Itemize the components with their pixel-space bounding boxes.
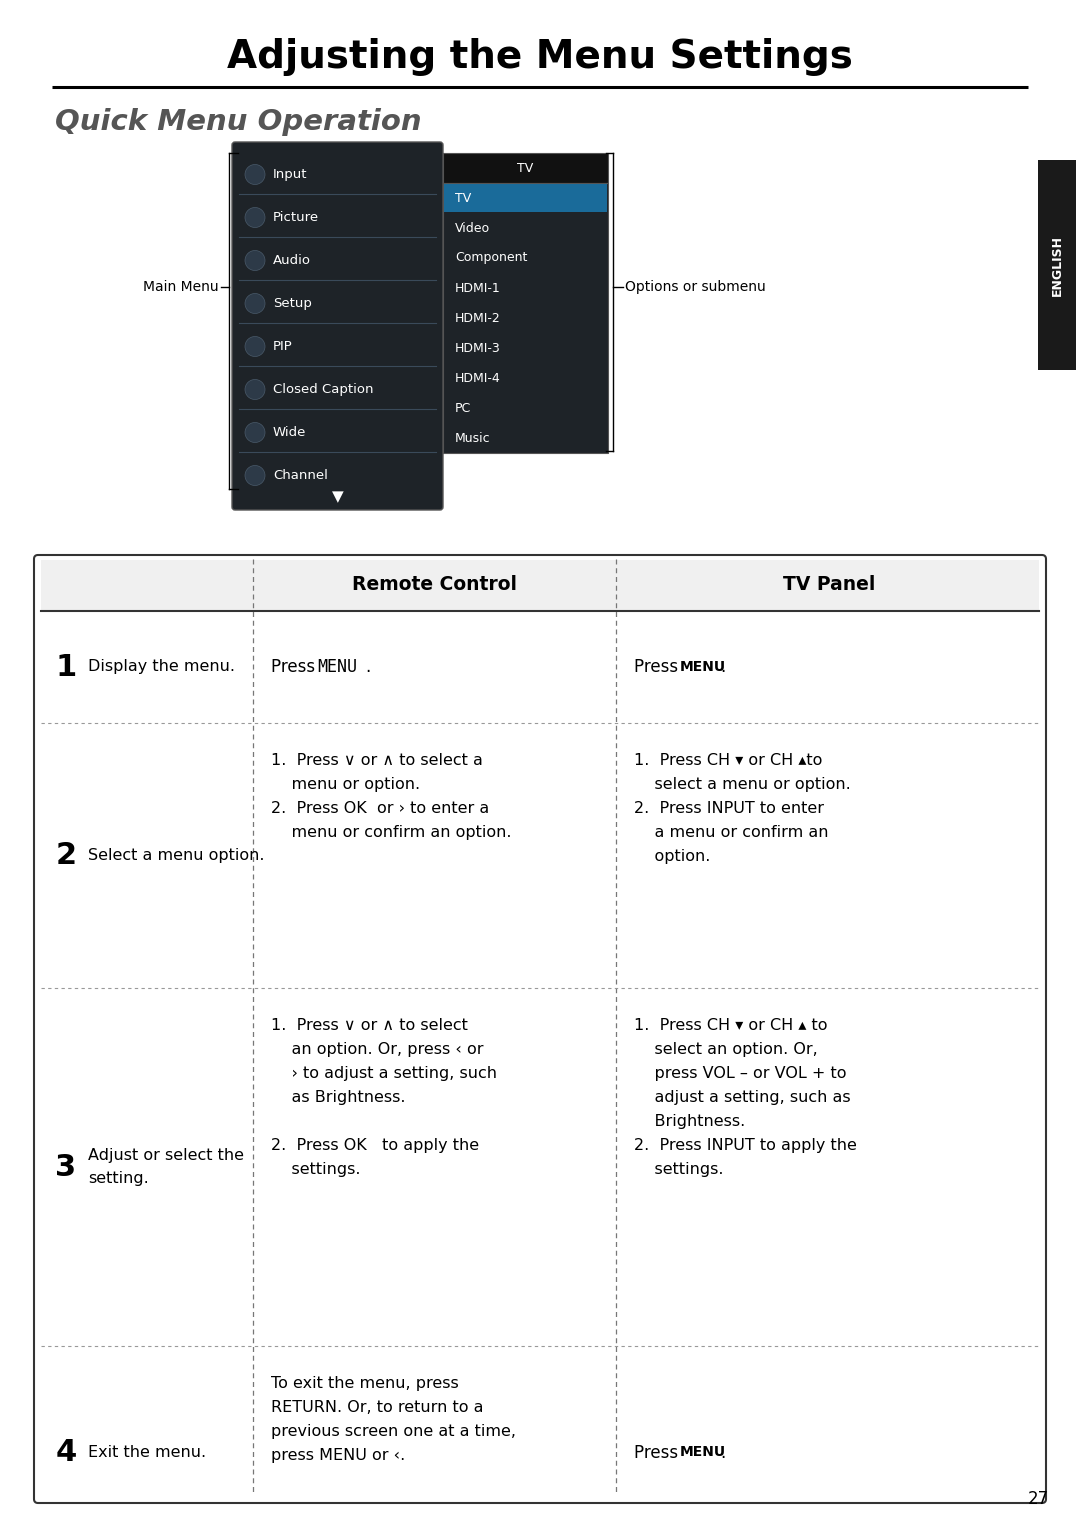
Bar — [444, 183, 607, 212]
Text: Select a menu option.: Select a menu option. — [87, 847, 265, 863]
Text: 1: 1 — [55, 652, 77, 681]
Text: Video: Video — [455, 221, 490, 235]
Circle shape — [245, 250, 265, 270]
Circle shape — [245, 423, 265, 443]
Bar — [1038, 160, 1076, 370]
Text: Input: Input — [273, 168, 308, 182]
Text: 3: 3 — [55, 1153, 77, 1182]
Bar — [443, 183, 608, 454]
FancyBboxPatch shape — [232, 142, 443, 510]
Text: 4: 4 — [55, 1438, 77, 1467]
Text: Quick Menu Operation: Quick Menu Operation — [55, 108, 421, 136]
Bar — [41, 560, 1039, 611]
Text: 2: 2 — [55, 841, 77, 870]
Text: Exit the menu.: Exit the menu. — [87, 1445, 206, 1460]
Bar — [443, 153, 608, 183]
Text: 1.  Press ∨ or ∧ to select
    an option. Or, press ‹ or
    › to adjust a setti: 1. Press ∨ or ∧ to select an option. Or,… — [271, 1019, 497, 1177]
Text: 27: 27 — [1027, 1490, 1049, 1509]
FancyBboxPatch shape — [33, 554, 1047, 1503]
Text: Press: Press — [634, 1443, 684, 1461]
Text: Closed Caption: Closed Caption — [273, 383, 374, 395]
Circle shape — [245, 466, 265, 486]
Text: ENGLISH: ENGLISH — [1051, 235, 1064, 296]
Text: To exit the menu, press
RETURN. Or, to return to a
previous screen one at a time: To exit the menu, press RETURN. Or, to r… — [271, 1376, 516, 1463]
Text: TV: TV — [455, 191, 471, 205]
Circle shape — [245, 165, 265, 185]
Text: ▼: ▼ — [332, 490, 343, 504]
Text: Remote Control: Remote Control — [352, 576, 517, 594]
Text: Adjust or select the
setting.: Adjust or select the setting. — [87, 1148, 244, 1185]
Text: HDMI-4: HDMI-4 — [455, 371, 501, 385]
Circle shape — [245, 380, 265, 400]
Text: 1.  Press CH ▾ or CH ▴to
    select a menu or option.
2.  Press INPUT to enter
 : 1. Press CH ▾ or CH ▴to select a menu or… — [634, 753, 851, 864]
Text: Display the menu.: Display the menu. — [87, 660, 235, 675]
Text: Wide: Wide — [273, 426, 307, 438]
Text: Picture: Picture — [273, 211, 319, 224]
Text: MENU: MENU — [680, 660, 726, 673]
Text: Channel: Channel — [273, 469, 328, 483]
Text: .: . — [365, 658, 370, 676]
Text: Setup: Setup — [273, 296, 312, 310]
Text: Component: Component — [455, 252, 527, 264]
Text: PIP: PIP — [273, 341, 293, 353]
Text: TV: TV — [517, 162, 534, 174]
Text: 1.  Press CH ▾ or CH ▴ to
    select an option. Or,
    press VOL – or VOL + to
: 1. Press CH ▾ or CH ▴ to select an optio… — [634, 1019, 856, 1177]
Text: Main Menu: Main Menu — [144, 279, 219, 295]
Text: 1.  Press ∨ or ∧ to select a
    menu or option.
2.  Press OK  or › to enter a
 : 1. Press ∨ or ∧ to select a menu or opti… — [271, 753, 512, 840]
Text: .: . — [720, 1443, 726, 1461]
Text: HDMI-2: HDMI-2 — [455, 312, 501, 325]
Text: Audio: Audio — [273, 253, 311, 267]
Circle shape — [245, 208, 265, 228]
Text: HDMI-1: HDMI-1 — [455, 281, 501, 295]
Text: .: . — [720, 658, 726, 676]
Text: Music: Music — [455, 432, 490, 444]
Circle shape — [245, 293, 265, 313]
Text: Press: Press — [634, 658, 684, 676]
Text: HDMI-3: HDMI-3 — [455, 342, 501, 354]
Text: MENU: MENU — [318, 658, 357, 676]
Text: MENU: MENU — [680, 1446, 726, 1460]
Text: TV Panel: TV Panel — [783, 576, 875, 594]
Text: PC: PC — [455, 402, 471, 414]
Text: Press: Press — [271, 658, 321, 676]
Text: Adjusting the Menu Settings: Adjusting the Menu Settings — [227, 38, 853, 76]
Circle shape — [245, 336, 265, 356]
Text: Options or submenu: Options or submenu — [625, 279, 766, 295]
